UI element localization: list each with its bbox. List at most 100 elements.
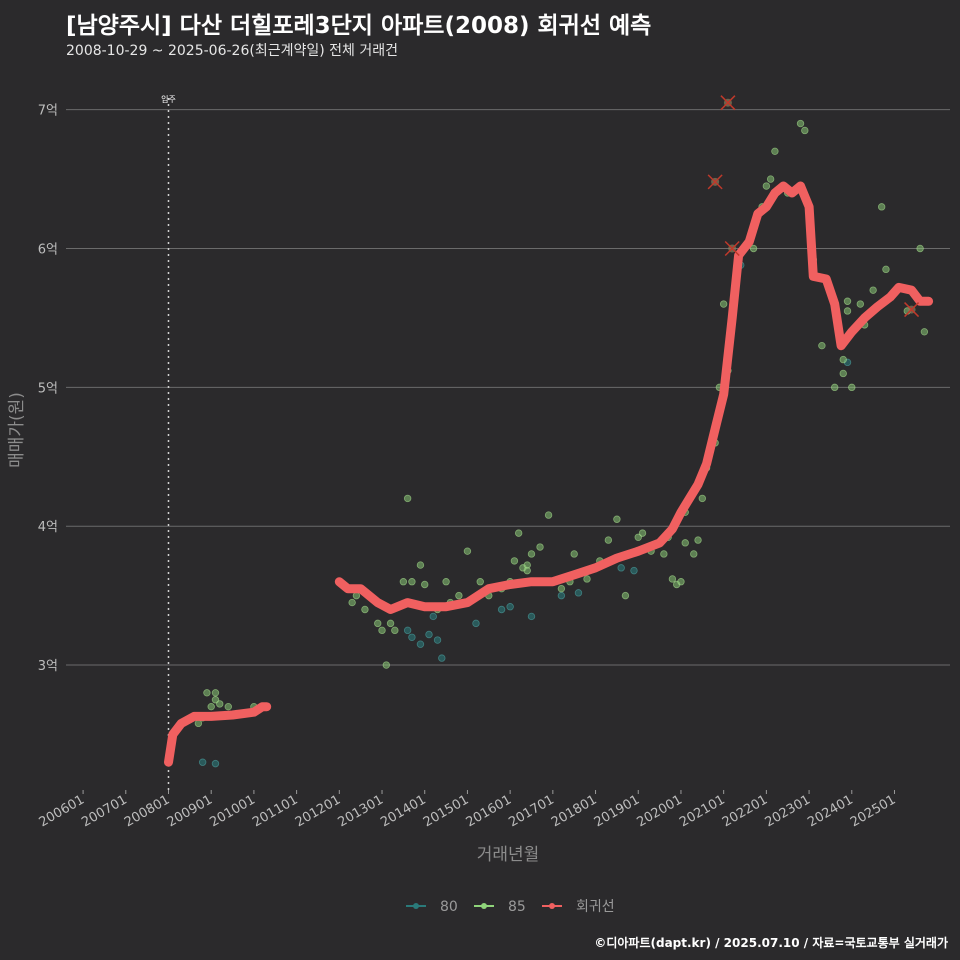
- series-80-point: [438, 654, 446, 662]
- series-80-point: [198, 758, 207, 766]
- series-85-point: [408, 578, 416, 586]
- x-tick-label: 201901: [592, 792, 642, 830]
- series-85-point: [613, 515, 621, 523]
- legend-swatch-dot: [481, 903, 487, 909]
- series-80-point: [211, 759, 220, 768]
- series-85-point: [766, 175, 775, 183]
- chart-title: [남양주시] 다산 더힐포레3단지 아파트(2008) 회귀선 예측: [66, 13, 652, 39]
- x-axis-ticks: 2006012007012008012009012010012011012012…: [37, 790, 898, 830]
- x-tick-label: 201601: [464, 792, 514, 830]
- series-80-point: [497, 605, 506, 614]
- series-85-point: [801, 126, 809, 135]
- legend-label: 회귀선: [576, 899, 615, 915]
- series-80-point: [429, 612, 437, 621]
- x-tick-label: 200801: [122, 792, 172, 830]
- series-85-point: [818, 341, 826, 350]
- outlier-cross-b: [904, 302, 920, 318]
- series-85-point: [514, 529, 523, 537]
- series-85-point: [882, 265, 890, 274]
- x-tick-label: 202001: [634, 792, 684, 830]
- x-tick-label: 201401: [378, 792, 428, 830]
- series-85-point: [660, 550, 668, 558]
- series-85-point: [869, 286, 877, 294]
- series-85-point: [877, 203, 886, 211]
- x-tick-label: 201701: [506, 792, 556, 830]
- outlier-cross-b: [720, 95, 736, 111]
- x-tick-label: 202401: [805, 792, 855, 830]
- outlier-marker: [720, 95, 736, 111]
- outlier-cross-b: [707, 174, 723, 190]
- series-80-point: [506, 603, 514, 611]
- series-85-point: [920, 328, 929, 336]
- legend-label: 80: [440, 899, 458, 915]
- series-85-point: [719, 300, 728, 308]
- series-85-point: [544, 511, 553, 519]
- series-85-point: [203, 689, 211, 697]
- y-tick-label: 7억: [38, 104, 58, 119]
- series-85-point: [523, 566, 531, 575]
- series-85-point: [843, 307, 852, 315]
- series-85-point: [348, 598, 356, 607]
- legend-swatch-dot: [549, 903, 555, 909]
- series-85-point: [690, 550, 698, 558]
- source-caption: ©디아파트(dapt.kr) / 2025.07.10 / 자료=국토교통부 실…: [594, 936, 948, 950]
- series-85-point: [216, 700, 224, 708]
- series-85-point: [391, 626, 399, 635]
- x-tick-label: 200901: [165, 792, 215, 830]
- outlier-marker: [724, 240, 740, 257]
- outlier-marker: [707, 174, 723, 190]
- series-85-point: [621, 591, 630, 600]
- series-80-points: [198, 261, 852, 768]
- y-tick-label: 4억: [38, 520, 58, 535]
- x-axis-title: 거래년월: [477, 845, 540, 865]
- x-tick-label: 201501: [421, 792, 471, 830]
- chart-subtitle: 2008-10-29 ~ 2025-06-26(최근계약일) 전체 거래건: [66, 43, 398, 59]
- legend-item-80: 80: [406, 899, 458, 915]
- y-tick-label: 5억: [38, 381, 58, 396]
- series-85-point: [399, 578, 408, 586]
- series-85-point: [557, 584, 566, 593]
- series-85-point: [604, 536, 613, 544]
- series-80-point: [433, 636, 442, 644]
- series-85-point: [207, 702, 215, 711]
- series-85-point: [476, 578, 484, 586]
- series-85-point: [848, 383, 856, 392]
- series-85-point: [382, 661, 390, 669]
- outlier-cross-b: [724, 240, 740, 257]
- x-tick-label: 202101: [677, 792, 727, 830]
- series-85-point: [361, 605, 369, 614]
- legend: 80 85 회귀선: [406, 899, 615, 915]
- x-tick-label: 201001: [207, 792, 257, 830]
- series-80-point: [425, 630, 433, 639]
- regression-line: [164, 181, 934, 767]
- outlier-markers: [707, 95, 920, 318]
- series-85-point: [455, 591, 463, 600]
- series-85-point: [416, 561, 425, 569]
- series-80-point: [527, 612, 536, 621]
- series-85-point: [442, 578, 450, 586]
- x-tick-label: 200601: [37, 792, 87, 830]
- legend-swatch-dot: [413, 903, 419, 909]
- grid-lines: [66, 109, 950, 666]
- y-axis-title: 매매가(원): [7, 392, 27, 468]
- series-80-point: [574, 589, 583, 597]
- series-80-point: [408, 633, 416, 641]
- series-85-point: [536, 543, 544, 551]
- move-in-label: 입주: [161, 95, 176, 104]
- series-80-point: [617, 564, 625, 572]
- series-85-point: [843, 297, 852, 305]
- series-85-point: [374, 619, 382, 628]
- series-85-point: [839, 355, 847, 364]
- series-85-point: [830, 383, 839, 392]
- series-85-point: [916, 244, 924, 253]
- series-80-point: [403, 626, 412, 635]
- series-80-point: [472, 619, 480, 628]
- y-tick-label: 6억: [38, 243, 58, 258]
- regression-segment: [164, 702, 272, 767]
- series-85-point: [856, 300, 865, 308]
- series-85-point: [570, 550, 578, 558]
- series-85-point: [352, 591, 361, 600]
- legend-item-85: 85: [474, 899, 526, 915]
- x-tick-label: 202301: [763, 792, 813, 830]
